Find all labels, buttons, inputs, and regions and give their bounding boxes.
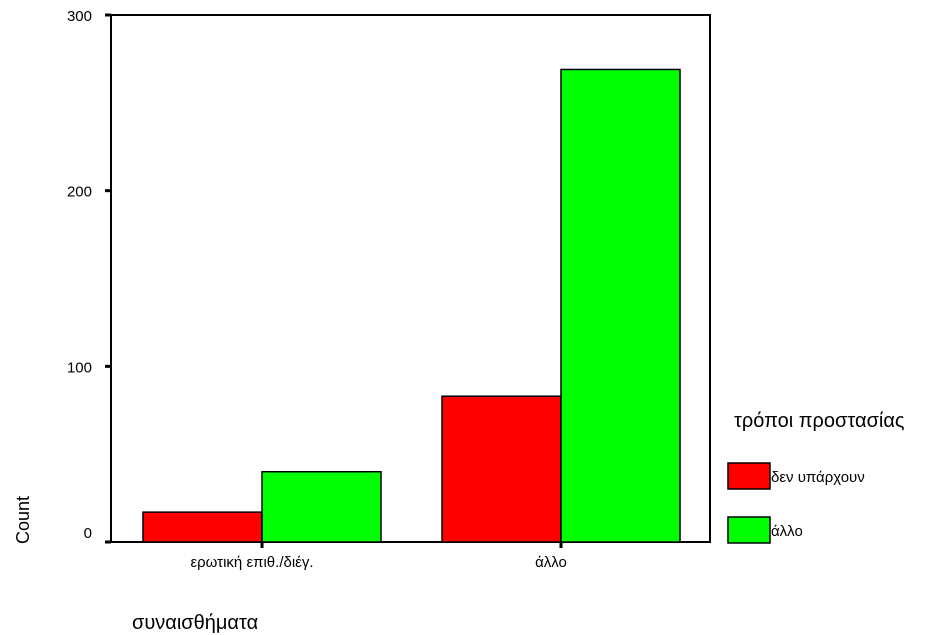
legend-swatch-1: [727, 462, 771, 490]
y-axis-title: Count: [13, 496, 33, 544]
y-tick-label: 0: [84, 525, 92, 542]
bar-series-1-1: [142, 511, 263, 543]
bar-series-2-1: [261, 470, 382, 543]
plot-area-frame: [110, 14, 711, 543]
bar-series-2-2: [560, 68, 681, 543]
bar-series-1-2: [441, 395, 562, 543]
legend-swatch-2: [727, 516, 771, 544]
y-tick-label: 300: [67, 8, 92, 25]
x-tick-label: άλλο: [535, 554, 567, 571]
x-axis-title: συναισθήματα: [132, 612, 258, 634]
x-tick-label: ερωτική επιθ./διέγ.: [190, 554, 313, 571]
legend-label-2: άλλο: [771, 523, 803, 540]
y-tick-label: 100: [67, 359, 92, 376]
legend-title: τρόποι προστασίας: [734, 410, 905, 432]
legend-label-1: δεν υπάρχουν: [771, 469, 865, 486]
y-tick-label: 200: [67, 184, 92, 201]
